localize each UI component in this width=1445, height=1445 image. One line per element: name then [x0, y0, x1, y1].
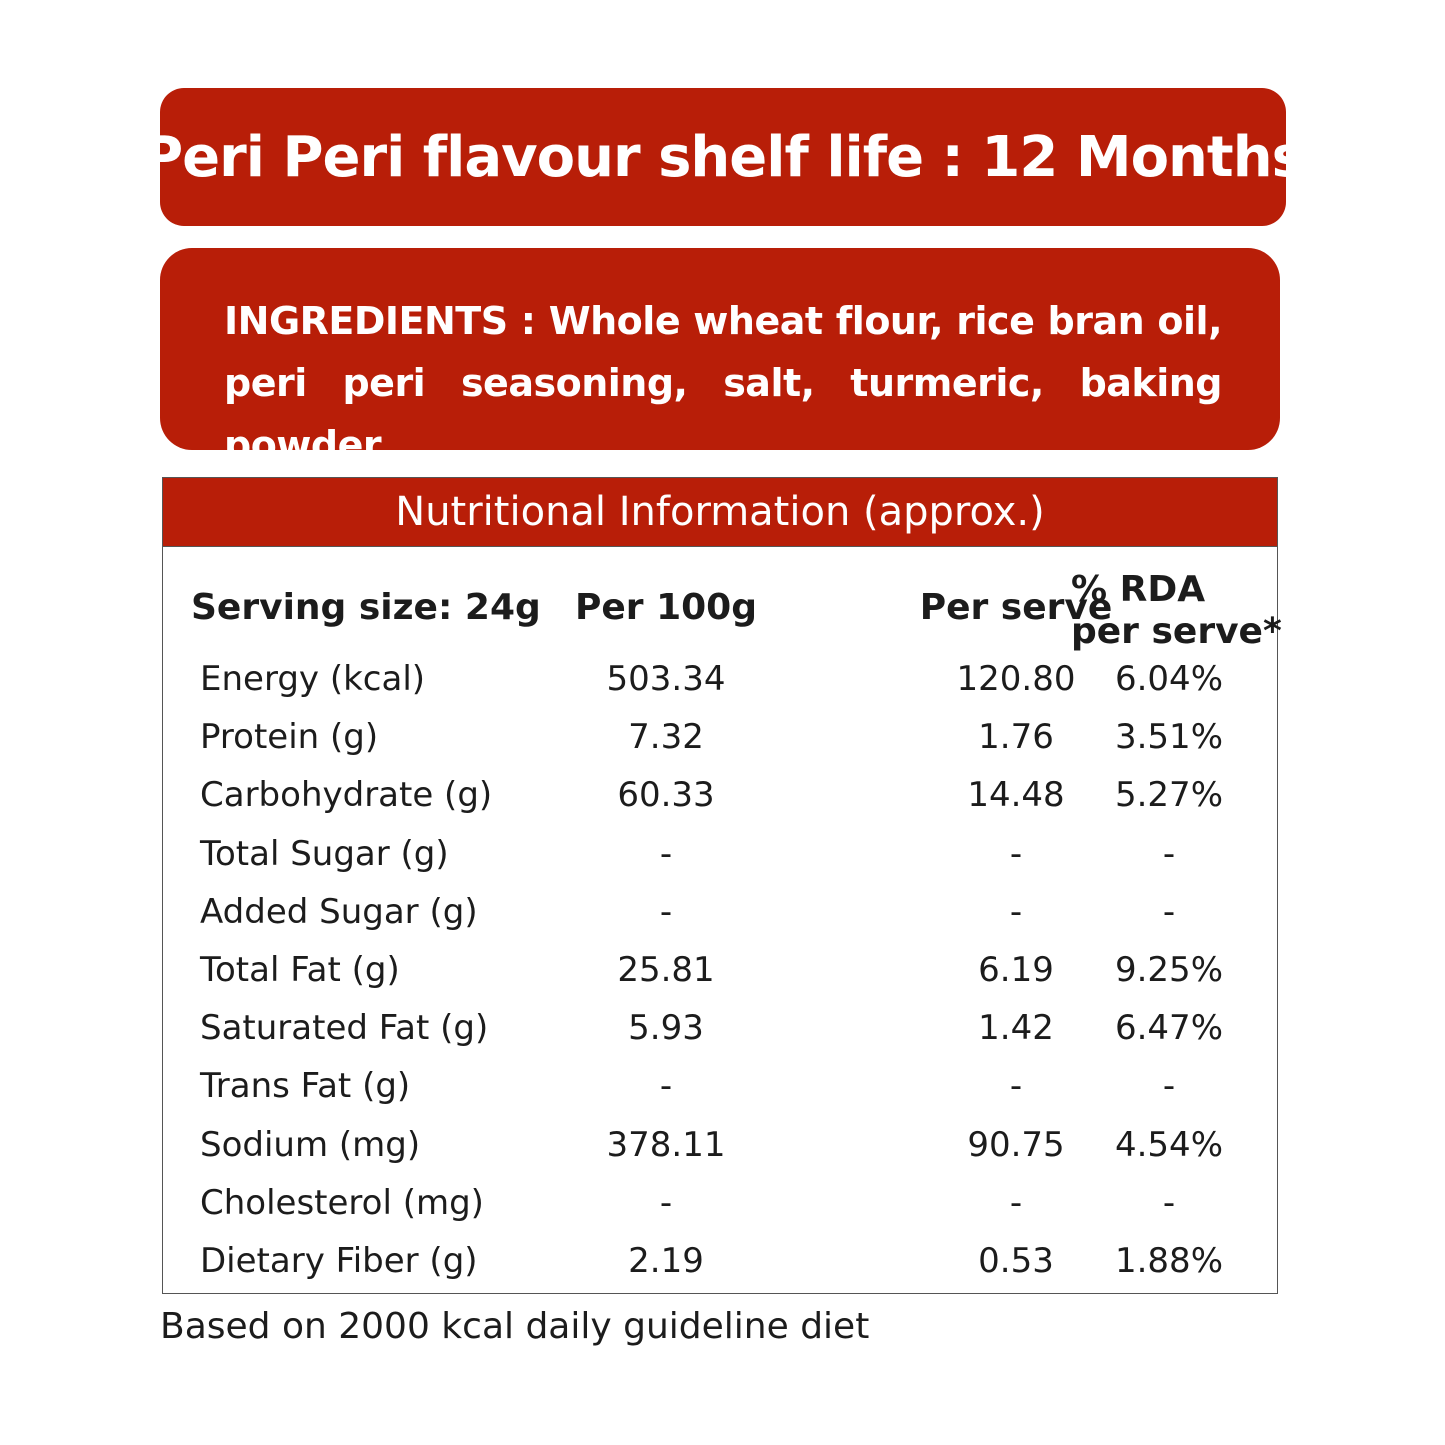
per-100g-value: 60.33: [617, 775, 715, 816]
rda-header-line2: per serve*: [1071, 611, 1282, 652]
serving-size-header: Serving size: 24g: [191, 587, 541, 628]
per-100g-value: 2.19: [628, 1241, 704, 1281]
per-serve-value: 14.48: [967, 775, 1065, 816]
table-row: Added Sugar (g) - - -: [163, 883, 1277, 941]
per-serve-value: 120.80: [956, 659, 1076, 699]
per-serve-value: 6.19: [978, 950, 1054, 990]
per-serve-value: 90.75: [967, 1124, 1065, 1165]
rda-value: 9.25%: [1114, 950, 1223, 990]
nutrition-table-box: Nutritional Information (approx.) Servin…: [162, 477, 1282, 1294]
ingredients-text: Whole wheat flour, rice bran oil, peri p…: [224, 299, 1223, 467]
per-serve-value: -: [1009, 1182, 1023, 1223]
per-serve-value: 0.53: [978, 1241, 1054, 1281]
nutrient-name: Cholesterol (mg): [200, 1182, 484, 1223]
nutrient-name: Saturated Fat (g): [200, 1008, 489, 1049]
nutrient-name: Total Fat (g): [200, 950, 400, 990]
nutrient-name: Protein (g): [200, 717, 379, 758]
rda-value: 5.27%: [1114, 775, 1223, 816]
nutrient-name: Carbohydrate (g): [200, 775, 493, 816]
per-100g-value: 25.81: [617, 950, 715, 990]
per-100g-value: 378.11: [606, 1124, 726, 1165]
rda-value: 6.04%: [1114, 659, 1223, 699]
per-100g-value: 7.32: [628, 717, 704, 758]
rda-value: -: [1162, 891, 1176, 932]
table-row: Cholesterol (mg) - - -: [163, 1174, 1277, 1232]
rda-value: 6.47%: [1114, 1008, 1223, 1049]
table-row: Sodium (mg) 378.11 90.75 4.54%: [163, 1116, 1277, 1174]
ingredients-label: INGREDIENTS :: [224, 299, 536, 343]
rda-header: % RDA per serve*: [1071, 569, 1282, 653]
nutrient-name: Sodium (mg): [200, 1124, 421, 1165]
nutrition-title-bar: Nutritional Information (approx.): [163, 478, 1277, 547]
rda-value: -: [1162, 1182, 1176, 1223]
shelf-life-text: Peri Peri flavour shelf life : 12 Months: [142, 124, 1305, 190]
nutrition-title: Nutritional Information (approx.): [395, 489, 1045, 535]
per-serve-value: -: [1009, 1066, 1023, 1107]
rda-value: 4.54%: [1114, 1124, 1223, 1165]
per-100g-value: -: [659, 1182, 673, 1223]
rda-header-line1: % RDA: [1071, 569, 1206, 610]
per-100g-value: 503.34: [606, 659, 726, 699]
table-row: Total Fat (g) 25.81 6.19 9.25%: [163, 941, 1277, 999]
per-serve-value: -: [1009, 891, 1023, 932]
rda-value: 3.51%: [1114, 717, 1223, 758]
table-header-row: Serving size: 24g Per 100g Per serve: [163, 579, 1277, 637]
per-100g-value: 5.93: [628, 1008, 704, 1049]
rda-value: 1.88%: [1114, 1241, 1223, 1281]
per-serve-value: 1.76: [978, 717, 1054, 758]
ingredients-banner: INGREDIENTS : Whole wheat flour, rice br…: [160, 248, 1280, 467]
per-serve-value: -: [1009, 833, 1023, 874]
table-row: Total Sugar (g) - - -: [163, 825, 1277, 883]
rda-value: -: [1162, 833, 1176, 874]
table-row: Saturated Fat (g) 5.93 1.42 6.47%: [163, 999, 1277, 1057]
per-100g-value: -: [659, 1066, 673, 1107]
footnote: Based on 2000 kcal daily guideline diet: [160, 1306, 870, 1347]
rda-value: -: [1162, 1066, 1176, 1107]
table-row: Energy (kcal) 503.34 120.80 6.04%: [163, 650, 1277, 708]
shelf-life-banner: Peri Peri flavour shelf life : 12 Months: [142, 88, 1305, 226]
per-100g-value: -: [659, 891, 673, 932]
table-row: Carbohydrate (g) 60.33 14.48 5.27%: [163, 766, 1277, 824]
table-row: Trans Fat (g) - - -: [163, 1057, 1277, 1115]
per-serve-value: 1.42: [978, 1008, 1054, 1049]
per-100g-value: -: [659, 833, 673, 874]
table-row: Dietary Fiber (g) 2.19 0.53 1.88%: [163, 1232, 1277, 1290]
per-serve-header: Per serve: [919, 587, 1113, 628]
nutrient-name: Energy (kcal): [200, 659, 426, 699]
nutrient-name: Trans Fat (g): [200, 1066, 411, 1107]
table-row: Protein (g) 7.32 1.76 3.51%: [163, 708, 1277, 766]
nutrient-name: Dietary Fiber (g): [200, 1241, 478, 1281]
nutrient-name: Added Sugar (g): [200, 891, 478, 932]
per-100g-header: Per 100g: [574, 587, 757, 628]
nutrient-name: Total Sugar (g): [200, 833, 449, 874]
